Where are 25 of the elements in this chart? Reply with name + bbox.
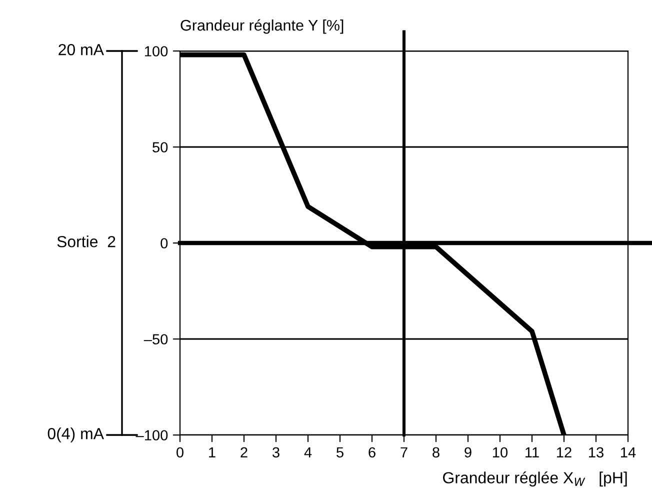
x-tick-label: 6 (368, 447, 376, 458)
x-tick-label: 2 (240, 447, 248, 458)
y-tick-label: 50 (152, 142, 168, 152)
text: 20 mA (58, 44, 104, 56)
x-tick-label: 8 (432, 447, 440, 458)
x-tick-label: 1 (209, 447, 216, 458)
x-tick-label: 14 (621, 447, 636, 458)
x-tick-label: 3 (272, 447, 280, 458)
x-tick-label: 10 (493, 447, 508, 458)
text: 0(4) mA (48, 428, 104, 442)
x-tick-label: 13 (589, 447, 604, 458)
y-tick-label: 0 (160, 238, 168, 248)
x-tick-label: 5 (336, 447, 344, 458)
x-tick-label: 4 (304, 447, 312, 458)
x-tick-label: 11 (526, 447, 539, 458)
y-tick-label: 100 (144, 46, 168, 56)
x-tick-label: 12 (557, 447, 572, 458)
text: Sortie 2 (57, 236, 116, 248)
x-tick-label: 7 (400, 447, 408, 458)
y-tick-label: –100 (136, 430, 168, 440)
y-axis-title: Grandeur réglante Y [%] (180, 19, 344, 34)
text: Grandeur réglée X$_{W}$ [pH] (443, 471, 627, 487)
x-tick-label: 9 (464, 447, 472, 458)
y-tick-label: –50 (144, 334, 168, 344)
x-tick-label: 0 (176, 447, 184, 458)
